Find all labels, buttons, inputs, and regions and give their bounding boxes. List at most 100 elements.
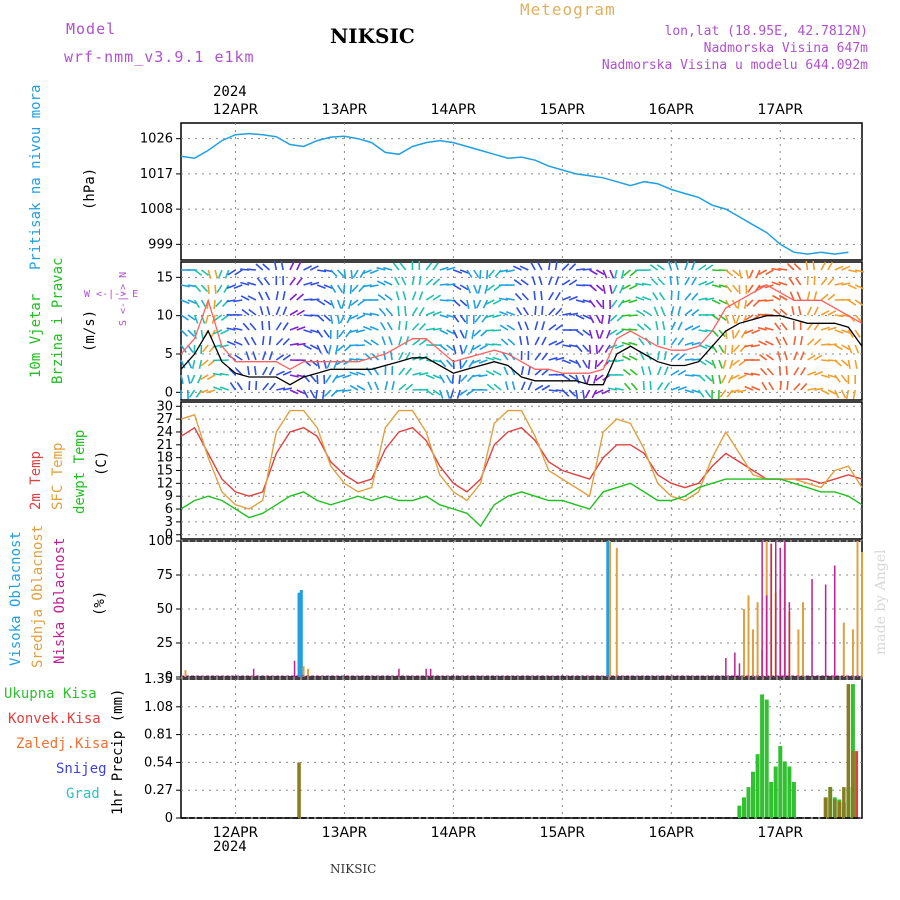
precip-bar-1-7 xyxy=(837,801,841,818)
wind-barb-155 xyxy=(296,293,305,301)
wind-barb-411 xyxy=(478,359,488,364)
wind-barb-758 xyxy=(746,299,754,307)
wind-barb-527 xyxy=(575,344,583,353)
wind-barb-454 xyxy=(517,321,523,331)
wind-barb-201 xyxy=(330,314,334,325)
wind-barb-817 xyxy=(793,366,800,376)
wind-barb-429 xyxy=(492,356,502,361)
wind-barb-648 xyxy=(667,261,673,271)
wind-barb-609 xyxy=(628,355,638,361)
wind-barb-618 xyxy=(639,351,645,361)
wind-barb-31 xyxy=(200,329,204,340)
wind-barb-543 xyxy=(588,314,595,324)
wind-barb-77 xyxy=(226,340,236,346)
wind-barb-207 xyxy=(337,269,345,278)
wind-barb-449 xyxy=(511,381,516,391)
wind-barb-197 xyxy=(322,389,325,400)
wind-barb-746 xyxy=(730,389,740,394)
wind-barb-847 xyxy=(820,277,828,286)
cloud-tick-label-4: 100 xyxy=(148,534,173,549)
wind-barb-869 xyxy=(834,344,843,351)
wind-barb-840 xyxy=(813,306,819,316)
wind-barb-435 xyxy=(499,311,509,316)
wind-barb-792 xyxy=(771,267,781,271)
cloud-bar-2-0 xyxy=(252,668,255,677)
wind-barb-705 xyxy=(711,314,720,321)
wind-barb-698 xyxy=(705,344,715,349)
precip-tick-label-3: 0.81 xyxy=(144,728,173,743)
wind-barb-890 xyxy=(845,389,850,399)
wind-barb-749 xyxy=(744,299,748,310)
wind-barb-578 xyxy=(610,299,618,308)
cloud-bar-2-5 xyxy=(725,658,727,677)
precip-bar-1-5 xyxy=(828,787,832,818)
wind-barb-509 xyxy=(562,344,572,348)
precip-bar-0-0 xyxy=(737,805,742,818)
legend-conv-precip: Konvek.Kisa xyxy=(8,711,101,727)
wind-barb-531 xyxy=(582,268,592,271)
wind-barb-238 xyxy=(349,329,359,334)
wind-barb-732 xyxy=(731,314,736,324)
wind-barb-683 xyxy=(691,389,701,394)
wind-barb-117 xyxy=(262,263,271,271)
wind-barb-846 xyxy=(820,261,827,271)
cloud-bar-1-20 xyxy=(856,541,859,677)
wind-barb-470 xyxy=(533,290,536,301)
wind-barb-501 xyxy=(555,356,565,361)
wind-barb-858 xyxy=(827,310,837,316)
wind-barb-662 xyxy=(677,337,685,346)
wind-barb-386 xyxy=(459,389,468,396)
wind-barb-468 xyxy=(530,261,536,271)
wind-barb-735 xyxy=(729,359,734,369)
wind-barb-500 xyxy=(555,340,564,346)
wind-barb-72 xyxy=(227,269,236,276)
wind-barb-816 xyxy=(793,351,798,361)
temp-tick-label-9: 27 xyxy=(156,412,173,427)
wind-barb-469 xyxy=(531,276,536,286)
wind-legend-h: W <-|-> E xyxy=(84,289,139,300)
wind-barb-143 xyxy=(282,387,293,391)
cloud-bar-2-4 xyxy=(429,668,432,677)
wind-barb-787 xyxy=(764,326,774,331)
wind-barb-102 xyxy=(248,308,257,316)
wind-barb-453 xyxy=(516,306,523,316)
wind-barb-138 xyxy=(282,306,288,316)
wind-barb-119 xyxy=(264,291,271,301)
wind-barb-103 xyxy=(249,322,257,331)
temp-tick-label-8: 24 xyxy=(156,425,173,440)
wind-barb-11 xyxy=(187,299,197,305)
wind-barb-681 xyxy=(691,358,701,361)
wind-barb-721 xyxy=(725,284,733,293)
wind-barb-183 xyxy=(316,314,325,322)
wind-barb-364 xyxy=(452,329,459,339)
wind-barb-187 xyxy=(316,374,319,385)
wind-barb-853 xyxy=(820,374,831,379)
wind-barb-791 xyxy=(768,381,775,391)
wind-barb-810 xyxy=(786,263,795,271)
wind-barb-677 xyxy=(691,292,699,301)
precip-tick-label-2: 0.54 xyxy=(144,755,173,770)
wind-barb-95 xyxy=(243,336,250,346)
wind-barb-723 xyxy=(725,314,730,324)
wind-barb-372 xyxy=(459,314,467,323)
wind-barb-67 xyxy=(220,329,230,335)
wind-speed-line xyxy=(180,315,863,386)
wind-barb-116 xyxy=(262,382,270,391)
wind-barb-887 xyxy=(847,344,853,354)
wind-barb-245 xyxy=(357,299,366,307)
wind-barb-171 xyxy=(310,265,319,271)
wind-barb-551 xyxy=(595,299,603,308)
wind-barb-359 xyxy=(445,389,451,399)
wind-barb-473 xyxy=(534,336,540,346)
wind-barb-881 xyxy=(840,389,847,399)
wind-barb-786 xyxy=(764,313,774,316)
wind-barb-382 xyxy=(464,329,468,339)
wind-barb-506 xyxy=(562,295,572,301)
wind-barb-894 xyxy=(854,314,862,323)
wind-barb-714 xyxy=(718,314,727,321)
wind-barb-601 xyxy=(622,368,631,376)
wind-barb-804 xyxy=(779,308,788,316)
wind-barb-658 xyxy=(676,275,679,286)
wind-barb-660 xyxy=(677,306,682,316)
wind-barb-350 xyxy=(439,389,444,399)
